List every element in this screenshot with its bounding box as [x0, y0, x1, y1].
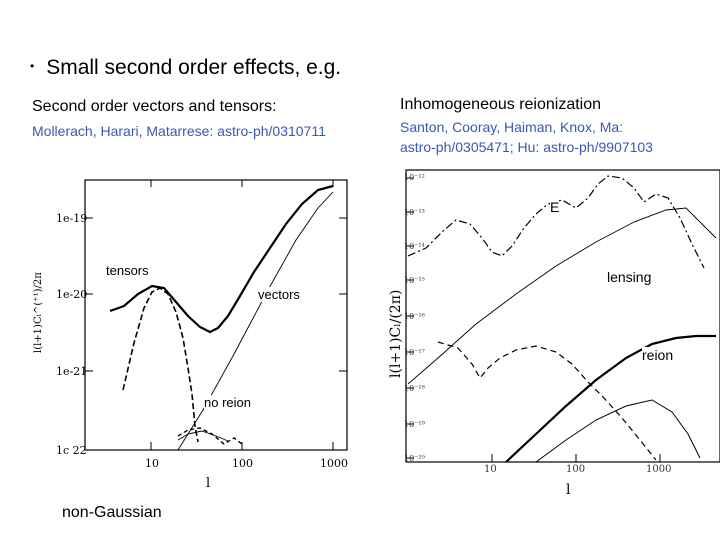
- left-curve-tensors: [109, 184, 334, 334]
- vectors-label: vectors: [258, 287, 300, 302]
- reion-label: reion: [642, 347, 674, 363]
- left-x-ticks: [150, 180, 334, 450]
- left-xtick-label: 1000: [320, 457, 348, 470]
- left-ytick-label: 1e-19: [56, 212, 87, 225]
- left-curves: [109, 184, 334, 451]
- right-yaxis-label: l(l+1)Cₗ/(2π): [388, 290, 404, 378]
- tensors-label: tensors: [106, 263, 149, 278]
- left-power-spectrum-figure: 1e-19 1e-20 1e-21 1c 22 10 100 1000 l l(…: [33, 179, 348, 491]
- left-curve-second-order-thin: [177, 430, 229, 442]
- bullet-dot-icon: •: [30, 59, 35, 73]
- left-ytick-label: 1c 22: [56, 444, 87, 457]
- left-yaxis-label: l(l+1)Cₗ^(⁺¹)/2π: [33, 272, 44, 353]
- right-ytick-label: 10⁻¹⁸: [404, 384, 425, 393]
- left-curve-second-order: [177, 427, 243, 445]
- right-citation-line2: astro-ph/0305471; Hu: astro-ph/9907103: [400, 139, 653, 155]
- bullet-text: Small second order effects, e.g.: [46, 56, 342, 79]
- right-curve-E: [407, 175, 705, 269]
- E-label: E: [550, 199, 560, 215]
- right-ytick-label: 10⁻¹⁵: [404, 276, 425, 285]
- left-xtick-label: 100: [232, 457, 253, 470]
- lensing-label: lensing: [607, 269, 652, 285]
- left-citation: Mollerach, Harari, Matarrese: astro-ph/0…: [32, 123, 326, 139]
- left-xaxis-label: l: [206, 476, 210, 491]
- left-y-ticks: [85, 217, 347, 372]
- right-ytick-label: 10⁻¹²: [404, 173, 425, 182]
- right-ytick-label: 10⁻¹⁷: [404, 348, 425, 357]
- right-xaxis-label: l: [566, 482, 571, 498]
- right-ytick-label: 10⁻¹⁶: [404, 312, 425, 321]
- right-ytick-label: 10⁻¹³: [404, 208, 425, 217]
- right-plot-frame: [405, 169, 720, 463]
- left-curve-no-reion: [122, 287, 199, 443]
- right-xtick-label: 1000: [646, 464, 671, 475]
- right-curve-reion-dashed: [437, 341, 657, 461]
- right-heading: Inhomogeneous reionization: [400, 96, 602, 113]
- right-curve-reion: [505, 334, 716, 463]
- no-reion-label: no reion: [204, 395, 251, 410]
- non-gaussian-note: non-Gaussian: [62, 504, 162, 521]
- right-xtick-label: 100: [566, 464, 585, 475]
- right-curves: [407, 175, 717, 463]
- right-curve-lensing: [407, 207, 717, 385]
- right-ytick-label: 10⁻¹⁴: [404, 242, 425, 251]
- left-ytick-label: 1e-20: [56, 288, 87, 301]
- right-y-ticks: [406, 177, 414, 459]
- right-xtick-label: 10: [484, 464, 497, 475]
- right-curve-thin: [535, 399, 701, 463]
- bullet-point: • Small second order effects, e.g.: [30, 56, 341, 80]
- right-ytick-label: 10⁻¹⁹: [404, 420, 426, 429]
- left-ytick-label: 1e-21: [56, 365, 87, 378]
- left-xtick-label: 10: [145, 457, 159, 470]
- right-power-spectrum-figure: 10⁻¹² 10⁻¹³ 10⁻¹⁴ 10⁻¹⁵ 10⁻¹⁶ 10⁻¹⁷ 10⁻¹…: [388, 169, 720, 498]
- right-x-ticks: [491, 454, 661, 462]
- right-ytick-label: 10⁻²⁰: [404, 454, 425, 463]
- right-citation-line1: Santon, Cooray, Haiman, Knox, Ma:: [400, 119, 624, 135]
- left-heading: Second order vectors and tensors:: [32, 98, 277, 115]
